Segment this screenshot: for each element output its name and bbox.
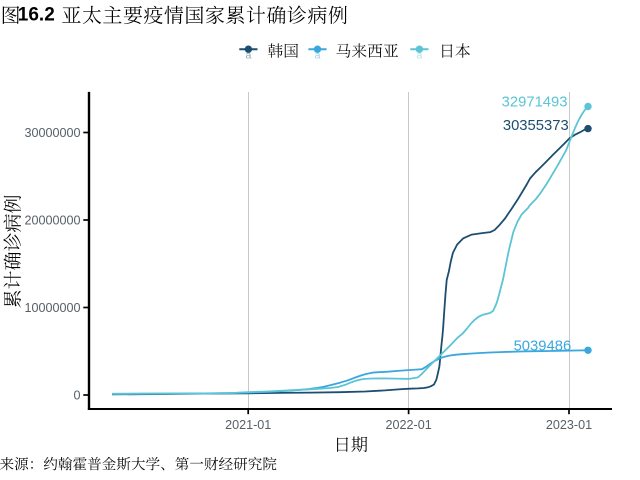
svg-text:10000000: 10000000 — [24, 301, 80, 315]
svg-text:a: a — [416, 49, 422, 61]
svg-text:0: 0 — [73, 389, 80, 403]
svg-text:30355373: 30355373 — [503, 118, 569, 134]
svg-text:2022-01: 2022-01 — [385, 418, 431, 432]
svg-text:2021-01: 2021-01 — [225, 418, 271, 432]
svg-text:2023-01: 2023-01 — [546, 418, 592, 432]
svg-text:a: a — [315, 49, 321, 61]
svg-text:5039486: 5039486 — [514, 339, 572, 355]
svg-text:16.2: 16.2 — [18, 5, 55, 26]
svg-text:30000000: 30000000 — [24, 126, 80, 140]
svg-text:a: a — [245, 49, 251, 61]
svg-text:20000000: 20000000 — [24, 214, 80, 228]
svg-text:32971493: 32971493 — [502, 94, 568, 110]
